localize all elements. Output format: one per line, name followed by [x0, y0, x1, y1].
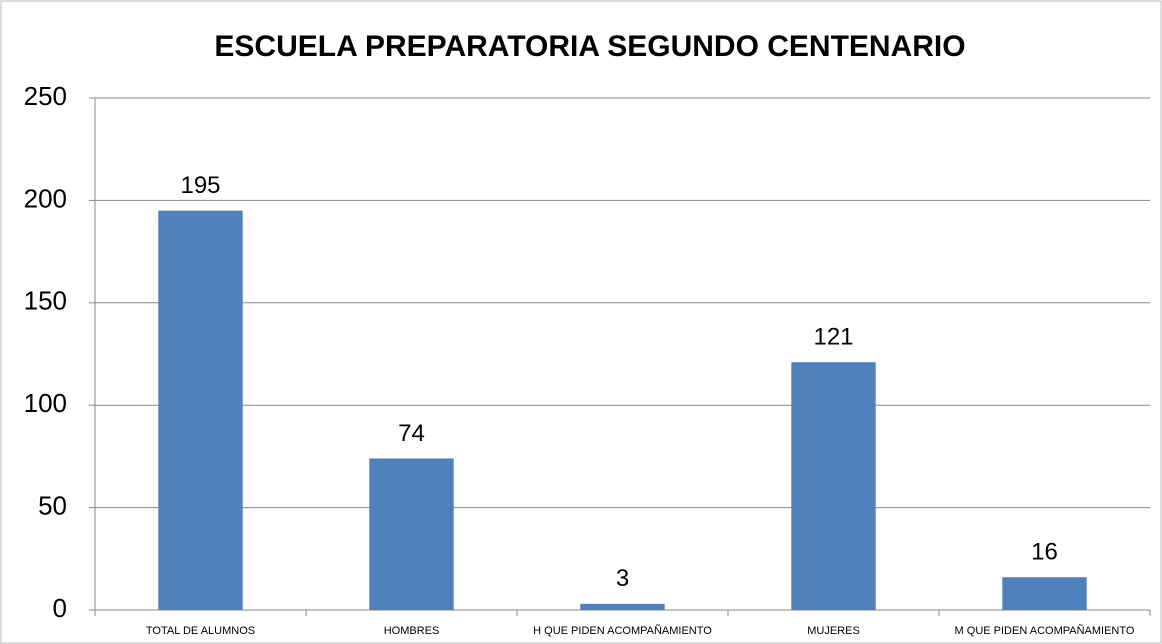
bar: [369, 458, 454, 610]
x-tick-label: HOMBRES: [384, 625, 440, 637]
bar: [158, 210, 243, 610]
x-tick-label: H QUE PIDEN ACOMPAÑAMIENTO: [533, 624, 712, 637]
chart-title: ESCUELA PREPARATORIA SEGUNDO CENTENARIO: [214, 30, 965, 63]
y-tick-label: 150: [24, 286, 67, 316]
bar: [580, 603, 665, 610]
data-label: 121: [813, 324, 853, 351]
data-label: 195: [180, 172, 220, 199]
y-tick-label: 100: [24, 388, 67, 418]
bar: [1002, 577, 1087, 610]
y-tick-label: 50: [38, 490, 67, 520]
data-label: 3: [616, 565, 629, 592]
data-label: 74: [398, 420, 425, 447]
y-tick-label: 0: [53, 593, 67, 623]
y-tick-label: 200: [24, 183, 67, 213]
y-tick-label: 250: [24, 81, 67, 111]
x-tick-label: M QUE PIDEN ACOMPAÑAMIENTO: [955, 624, 1135, 637]
bar: [791, 362, 876, 610]
data-label: 16: [1031, 539, 1058, 566]
x-tick-label: TOTAL DE ALUMNOS: [146, 625, 255, 637]
x-tick-label: MUJERES: [807, 625, 860, 637]
